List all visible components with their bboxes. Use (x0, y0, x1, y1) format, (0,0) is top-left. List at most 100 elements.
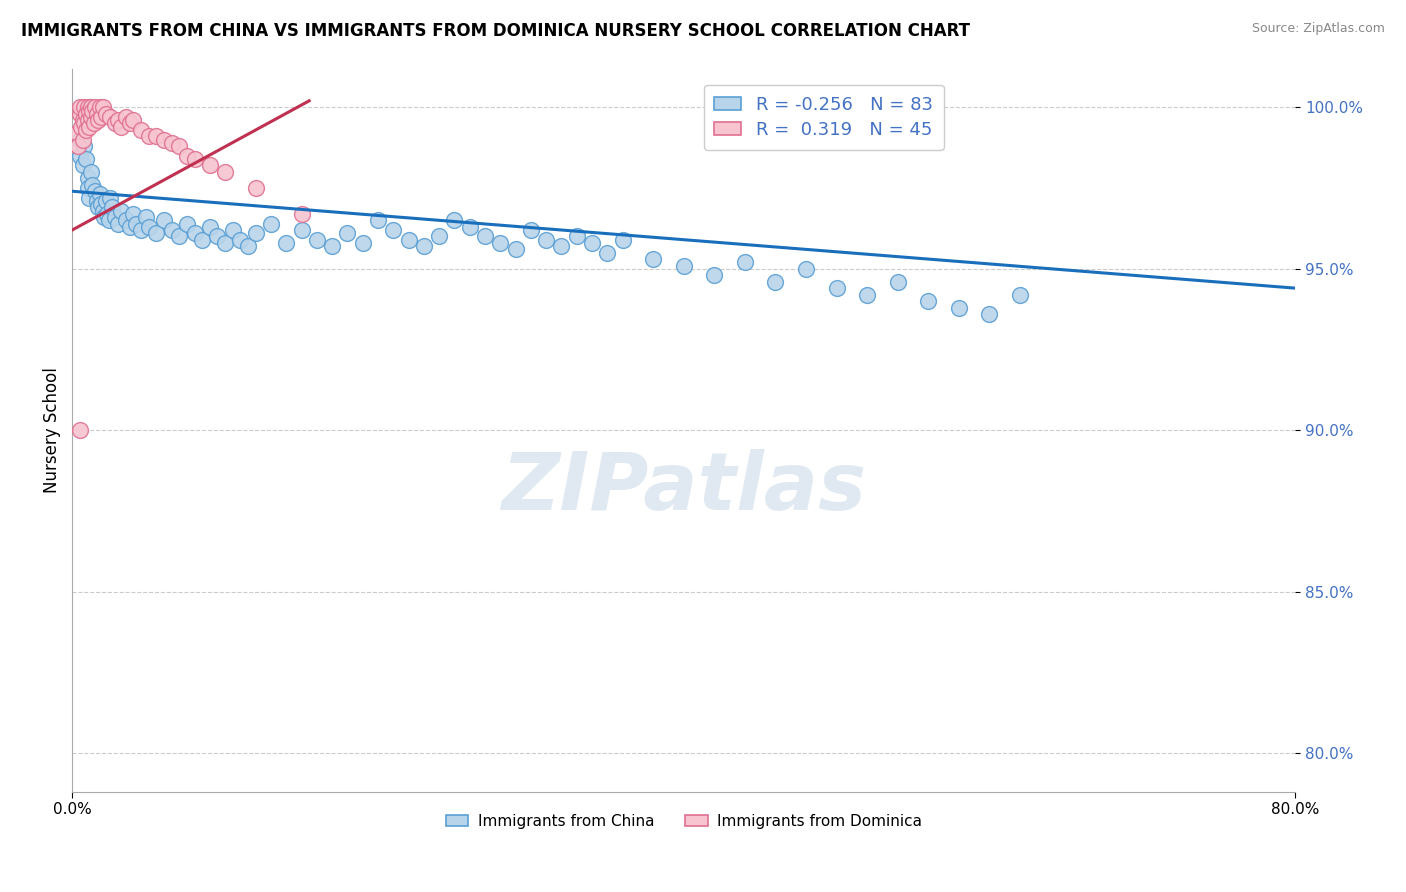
Point (93, 210, 115, 224)
Point (176, 149, 198, 163)
Point (290, 207, 312, 221)
Point (979, 307, 1001, 321)
Point (73, 139, 96, 153)
Y-axis label: Nursery School: Nursery School (44, 368, 60, 493)
Point (505, 243, 527, 257)
Point (382, 223, 405, 237)
Point (129, 223, 152, 237)
Point (120, 219, 142, 234)
Point (183, 226, 205, 240)
Point (86, 194, 108, 208)
Point (77, 103, 100, 118)
Point (336, 226, 359, 240)
Point (125, 217, 148, 231)
Point (276, 235, 298, 250)
Text: Source: ZipAtlas.com: Source: ZipAtlas.com (1251, 22, 1385, 36)
Point (69, 100, 91, 114)
Point (91, 100, 114, 114)
Point (305, 233, 328, 247)
Point (120, 116, 142, 130)
Point (67, 139, 90, 153)
Point (145, 226, 167, 240)
Point (352, 235, 374, 250)
Point (94, 194, 117, 208)
Point (77, 120, 100, 134)
Point (427, 229, 450, 244)
Point (825, 281, 848, 295)
Point (565, 229, 588, 244)
Point (160, 223, 183, 237)
Point (84, 100, 107, 114)
Point (122, 113, 145, 128)
Point (82, 178, 104, 192)
Point (76, 113, 98, 128)
Point (104, 116, 127, 130)
Point (886, 275, 908, 289)
Point (643, 252, 665, 266)
Point (66, 126, 89, 140)
Point (89, 100, 111, 114)
Point (79, 100, 101, 114)
Point (245, 226, 267, 240)
Point (191, 233, 214, 247)
Point (73, 100, 96, 114)
Point (138, 129, 160, 144)
Text: IMMIGRANTS FROM CHINA VS IMMIGRANTS FROM DOMINICA NURSERY SCHOOL CORRELATION CHA: IMMIGRANTS FROM CHINA VS IMMIGRANTS FROM… (21, 22, 970, 40)
Point (101, 201, 124, 215)
Point (198, 219, 221, 234)
Point (69, 423, 91, 437)
Point (443, 213, 465, 227)
Point (91, 203, 114, 218)
Point (153, 213, 176, 227)
Point (135, 210, 157, 224)
Point (198, 158, 221, 172)
Point (97, 213, 120, 227)
Point (72, 132, 94, 146)
Point (72, 113, 94, 128)
Point (596, 245, 619, 260)
Point (734, 255, 756, 269)
Point (86, 107, 108, 121)
Point (167, 139, 190, 153)
Point (79, 165, 101, 179)
Point (110, 120, 132, 134)
Point (160, 136, 183, 150)
Point (222, 223, 245, 237)
Point (77, 191, 100, 205)
Point (948, 301, 970, 315)
Point (245, 181, 267, 195)
Point (87, 113, 110, 128)
Point (765, 275, 787, 289)
Point (87, 201, 110, 215)
Point (290, 223, 312, 237)
Point (214, 235, 236, 250)
Point (90, 110, 112, 124)
Point (138, 219, 160, 234)
Point (794, 261, 817, 276)
Point (100, 110, 122, 124)
Point (70, 120, 93, 134)
Point (183, 152, 205, 166)
Point (129, 123, 152, 137)
Point (75, 123, 97, 137)
Point (69, 132, 91, 146)
Point (122, 207, 145, 221)
Point (145, 129, 167, 144)
Point (167, 229, 190, 244)
Point (94, 107, 117, 121)
Point (114, 213, 136, 227)
Point (100, 191, 122, 205)
Point (104, 210, 127, 224)
Point (76, 181, 98, 195)
Point (69, 149, 91, 163)
Point (214, 165, 236, 179)
Point (89, 187, 111, 202)
Point (72, 158, 94, 172)
Point (489, 235, 512, 250)
Point (917, 294, 939, 309)
Point (236, 239, 259, 253)
Point (398, 233, 420, 247)
Point (107, 113, 129, 128)
Point (110, 203, 132, 218)
Point (114, 110, 136, 124)
